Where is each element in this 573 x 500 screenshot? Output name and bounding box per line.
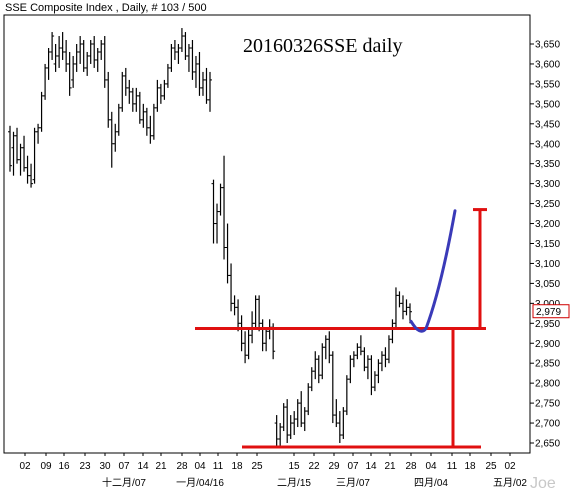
y-tick-label: 3,500 — [535, 99, 560, 110]
x-month-label: 二月/15 — [277, 477, 311, 489]
current-value-box: 2,979 — [532, 304, 570, 319]
chart-annotation: 20160326SSE daily — [243, 35, 402, 57]
price-bars — [8, 28, 412, 447]
current-value-frame — [532, 304, 570, 319]
y-tick-label: 3,400 — [535, 139, 560, 150]
y-tick-label: 3,600 — [535, 59, 560, 70]
y-tick-label: 3,100 — [535, 259, 560, 270]
y-tick-label: 3,350 — [535, 159, 560, 170]
y-tick-label: 3,650 — [535, 40, 560, 51]
x-tick-label: 04 — [194, 461, 206, 472]
x-tick-label: 22 — [308, 461, 320, 472]
x-tick-label: 28 — [176, 461, 188, 472]
ohlc-bar — [50, 32, 55, 60]
x-tick-label: 02 — [19, 461, 31, 472]
x-tick-label: 28 — [405, 461, 417, 472]
y-tick-label: 3,300 — [535, 179, 560, 190]
x-tick-label: 04 — [425, 461, 437, 472]
y-tick-label: 3,200 — [535, 219, 560, 230]
pattern-overlays — [195, 208, 487, 449]
x-tick-label: 18 — [464, 461, 476, 472]
x-month-label: 五月/02 — [493, 477, 527, 489]
x-tick-label: 07 — [347, 461, 359, 472]
plot-frame — [3, 14, 531, 454]
y-tick-label: 3,150 — [535, 239, 560, 250]
x-tick-label: 29 — [328, 461, 340, 472]
x-tick-label: 18 — [231, 461, 243, 472]
x-month-label: 四月/04 — [414, 477, 448, 489]
y-tick-label: 3,250 — [535, 199, 560, 210]
y-tick-label: 2,800 — [535, 379, 560, 390]
x-tick-label: 16 — [58, 461, 70, 472]
x-tick-label: 02 — [504, 461, 516, 472]
x-tick-label: 14 — [137, 461, 149, 472]
y-tick-label: 2,850 — [535, 359, 560, 370]
y-tick-label: 3,450 — [535, 119, 560, 130]
x-tick-label: 14 — [365, 461, 377, 472]
x-month-label: 三月/07 — [336, 477, 370, 489]
x-tick-label: 09 — [40, 461, 52, 472]
x-tick-label: 07 — [118, 461, 130, 472]
x-month-label: 一月/04/16 — [176, 477, 224, 489]
x-tick-label: 23 — [79, 461, 91, 472]
y-tick-label: 2,750 — [535, 399, 560, 410]
x-tick-label: 11 — [213, 461, 224, 472]
y-tick-label: 2,700 — [535, 419, 560, 430]
x-tick-label: 30 — [99, 461, 111, 472]
ohlc-bar — [67, 51, 72, 96]
watermark: Joe — [530, 475, 556, 492]
y-tick-label: 2,950 — [535, 319, 560, 330]
x-tick-label: 21 — [155, 461, 167, 472]
x-tick-label: 25 — [251, 461, 263, 472]
ohlc-bar — [29, 163, 34, 188]
projected-path — [409, 209, 457, 333]
ohlc-bar — [8, 125, 12, 172]
ohlc-bar — [408, 303, 412, 324]
y-tick-label: 3,050 — [535, 279, 560, 290]
y-tick-label: 2,900 — [535, 339, 560, 350]
x-axis: 02 09 16 23 30 07 14 21 28 04 11 18 25 15 22 29 07 14 21 28… — [19, 453, 527, 489]
x-tick-label: 15 — [288, 461, 300, 472]
x-month-label: 十二月/07 — [102, 476, 146, 489]
x-tick-label: 11 — [447, 461, 458, 472]
y-axis: 2,6502,7002,7502,8002,8502,9002,9503,000… — [530, 40, 560, 450]
y-tick-label: 3,550 — [535, 79, 560, 90]
x-tick-label: 21 — [384, 461, 396, 472]
chart-title: SSE Composite Index , Daily, # 103 / 500 — [5, 2, 207, 14]
x-tick-label: 25 — [485, 461, 497, 472]
ohlc-bar — [208, 71, 212, 112]
current-value-label: 2,979 — [536, 307, 561, 318]
y-tick-label: 2,650 — [535, 439, 560, 450]
